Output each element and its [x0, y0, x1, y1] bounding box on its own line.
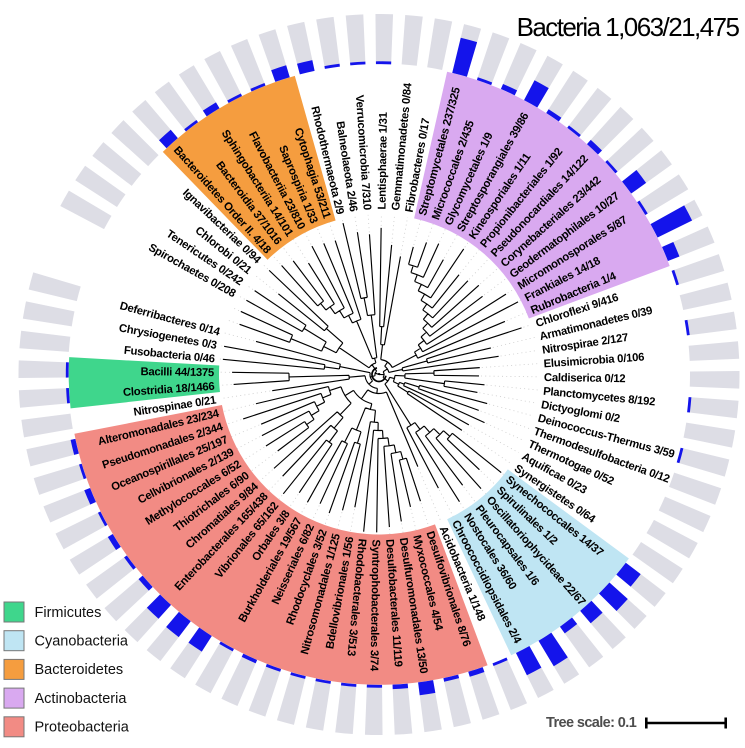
svg-text:Proteobacteria: Proteobacteria [35, 720, 130, 736]
svg-text:Bacteroidetes: Bacteroidetes [35, 662, 124, 678]
svg-text:Syntrophobacterales 3/74: Syntrophobacterales 3/74 [368, 539, 382, 672]
svg-text:Bacteria 1,063/21,475: Bacteria 1,063/21,475 [517, 12, 740, 42]
svg-text:Cyanobacteria: Cyanobacteria [35, 634, 129, 650]
svg-text:Caldiserica 0/12: Caldiserica 0/12 [544, 372, 626, 385]
svg-text:Actinobacteria: Actinobacteria [35, 691, 128, 707]
svg-text:Firmicutes: Firmicutes [35, 605, 102, 621]
svg-text:Lentisphaerae 1/31: Lentisphaerae 1/31 [376, 112, 389, 209]
svg-text:Bacilli 44/1375: Bacilli 44/1375 [140, 366, 214, 379]
svg-text:Tree scale: 0.1: Tree scale: 0.1 [546, 715, 637, 731]
